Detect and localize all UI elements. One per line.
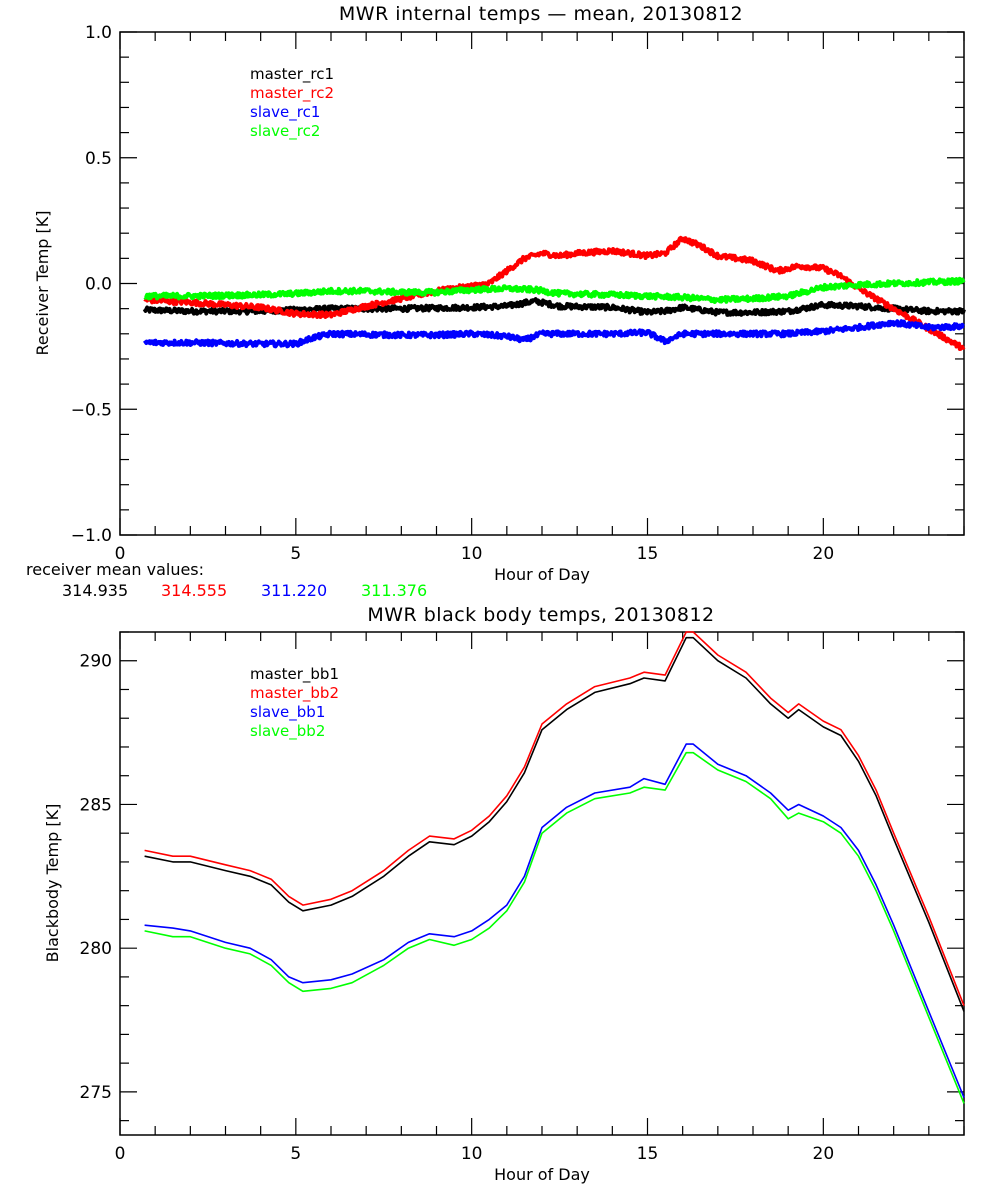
y-axis: −1.0 −0.5 0.0 0.5 1.0: [71, 23, 964, 546]
series-line-slave-bb1: [144, 743, 965, 1098]
plot-title: MWR internal temps — mean, 20130812: [339, 3, 743, 25]
legend-entry: slave_bb1: [250, 703, 325, 722]
legend-entry: master_rc1: [250, 65, 334, 84]
x-tick-label: 5: [290, 544, 301, 564]
x-axis-label: Hour of Day: [494, 565, 590, 584]
series-line-slave-bb2: [144, 751, 965, 1104]
series-line-master-bb1: [144, 636, 965, 1012]
y-tick-label: 285: [80, 795, 112, 815]
y-axis: 275 280 285 290: [80, 631, 964, 1122]
legend: master_bb1 master_bb2 slave_bb1 slave_bb…: [250, 665, 339, 741]
legend-entry: master_bb2: [250, 684, 339, 703]
receiver-mean-value: 314.935: [62, 581, 128, 600]
x-tick-label: 20: [813, 544, 835, 564]
y-tick-label: 0.0: [85, 275, 112, 295]
y-tick-label: 290: [80, 652, 112, 672]
x-axis: 0 5 10 15 20: [115, 32, 965, 564]
blackbody-temp-plot: MWR black body temps, 20130812 0 5 10 15 20 …: [43, 604, 965, 1184]
x-axis-label: Hour of Day: [494, 1165, 590, 1184]
y-axis-label: Receiver Temp [K]: [33, 210, 52, 355]
receiver-means: receiver mean values: 314.935 314.555 31…: [26, 560, 427, 600]
y-tick-label: −1.0: [71, 526, 112, 546]
receiver-mean-value: 311.376: [361, 581, 427, 600]
x-tick-label: 20: [813, 1144, 835, 1164]
y-axis-label: Blackbody Temp [K]: [43, 804, 62, 963]
legend-entry: slave_rc1: [250, 103, 320, 122]
x-tick-label: 5: [290, 1144, 301, 1164]
y-tick-label: 1.0: [85, 23, 112, 43]
receiver-mean-value: 311.220: [261, 581, 327, 600]
x-tick-label: 15: [637, 544, 659, 564]
y-tick-label: 280: [80, 939, 112, 959]
x-tick-label: 15: [637, 1144, 659, 1164]
receiver-temp-plot: MWR internal temps — mean, 20130812 0 5 10…: [33, 3, 966, 584]
x-tick-label: 0: [115, 1144, 126, 1164]
x-tick-label: 0: [115, 544, 126, 564]
plot-title: MWR black body temps, 20130812: [367, 604, 714, 626]
series-line-slave-rc2: [143, 276, 966, 304]
legend-entry: master_bb1: [250, 665, 339, 684]
series-lines: [144, 631, 965, 1104]
series-line-slave-rc1: [143, 319, 966, 349]
series-line-master-rc2: [143, 235, 966, 351]
receiver-mean-value: 314.555: [161, 581, 227, 600]
y-tick-label: −0.5: [71, 400, 112, 420]
plot-frame: [119, 631, 965, 1136]
series-lines: [142, 235, 966, 351]
x-tick-label: 10: [461, 544, 483, 564]
receiver-means-label: receiver mean values:: [26, 560, 204, 579]
y-tick-label: 275: [80, 1083, 112, 1103]
series-line-master-bb2: [144, 631, 965, 1006]
legend-entry: master_rc2: [250, 84, 334, 103]
legend-entry: slave_bb2: [250, 722, 325, 741]
y-tick-label: 0.5: [85, 149, 112, 169]
x-axis: 0 5 10 15 20: [115, 632, 965, 1164]
x-tick-label: 10: [461, 1144, 483, 1164]
legend: master_rc1 master_rc2 slave_rc1 slave_rc…: [250, 65, 334, 141]
legend-entry: slave_rc2: [250, 122, 320, 141]
